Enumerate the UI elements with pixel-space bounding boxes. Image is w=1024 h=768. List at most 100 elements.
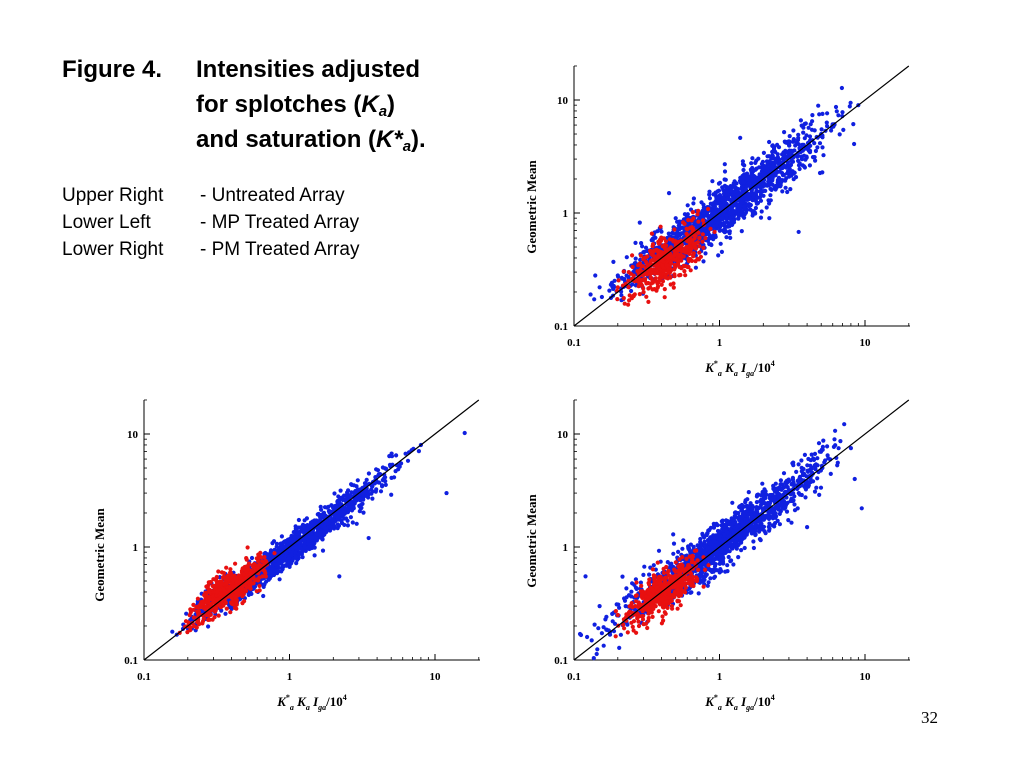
data-point-blue <box>847 104 852 109</box>
data-point-blue <box>647 572 652 577</box>
legend-position: Lower Right <box>62 239 164 260</box>
data-point-blue <box>825 124 830 129</box>
data-point-blue <box>706 580 711 585</box>
data-point-blue <box>852 141 857 147</box>
data-point-blue <box>691 196 697 201</box>
data-point-blue <box>751 539 756 544</box>
data-point-blue <box>616 602 621 607</box>
data-point-blue <box>824 120 829 125</box>
data-point-blue <box>797 166 802 172</box>
data-point-blue <box>821 153 826 158</box>
data-point-blue <box>630 282 635 287</box>
data-point-blue <box>624 255 629 260</box>
data-point-blue <box>848 100 853 105</box>
data-point-blue <box>592 622 597 627</box>
data-point-blue <box>671 551 676 556</box>
data-point-blue <box>815 456 820 461</box>
y-tick-label: 1 <box>563 208 569 220</box>
data-point-blue <box>745 497 750 502</box>
data-point-blue <box>703 251 708 256</box>
data-point-blue <box>708 576 713 581</box>
y-tick-label: 1 <box>563 542 569 554</box>
data-point-blue <box>803 495 808 500</box>
x-tick-label: 10 <box>860 337 872 349</box>
data-point-blue <box>778 482 783 487</box>
data-point-blue <box>592 297 597 302</box>
x-tick-label: 1 <box>717 337 723 349</box>
data-point-blue <box>799 123 804 128</box>
data-point-blue <box>820 145 825 150</box>
data-point-blue <box>796 132 801 137</box>
data-point-blue <box>639 241 644 246</box>
y-tick-label: 10 <box>557 95 569 107</box>
data-point-blue <box>802 164 807 169</box>
legend-row-lower-left: Lower Left - MP Treated Array <box>62 209 422 236</box>
caption-line-2-suffix: ) <box>387 91 396 118</box>
y-tick-label: 0.1 <box>554 321 568 333</box>
data-point-blue <box>596 626 601 631</box>
caption-symbol-kstar: K* <box>376 126 403 153</box>
data-point-blue <box>832 437 837 442</box>
data-point-blue <box>591 656 596 661</box>
data-point-blue <box>780 189 785 194</box>
data-point-blue <box>691 201 696 206</box>
y-tick-label: 10 <box>557 429 569 441</box>
legend-description: - Untreated Array <box>200 185 345 206</box>
data-point-blue <box>617 645 622 651</box>
data-point-blue <box>807 163 813 168</box>
data-point-blue <box>753 205 759 211</box>
data-point-blue <box>796 163 802 168</box>
data-point-blue <box>716 253 721 258</box>
data-point-blue <box>597 285 602 290</box>
data-point-blue <box>725 563 730 568</box>
panel-legend: Upper Right - Untreated Array Lower Left… <box>62 182 422 263</box>
data-point-blue <box>618 632 624 637</box>
data-point-blue <box>842 422 847 427</box>
legend-row-lower-right: Lower Right - PM Treated Array <box>62 236 422 263</box>
data-point-blue <box>796 142 801 147</box>
data-point-blue <box>794 469 799 474</box>
caption-line-1: Intensities adjusted <box>196 56 421 83</box>
caption-subscript-a-2: a <box>402 138 412 155</box>
data-point-blue <box>834 109 839 114</box>
data-point-blue <box>671 532 676 537</box>
data-point-blue <box>809 465 814 470</box>
x-tick-label: 1 <box>717 671 723 683</box>
data-point-blue <box>585 634 590 640</box>
data-point-blue <box>642 564 647 569</box>
data-point-blue <box>813 158 818 163</box>
data-point-blue <box>825 453 830 458</box>
data-point-blue <box>705 583 710 588</box>
data-point-blue <box>817 141 823 146</box>
data-point-blue <box>719 249 725 254</box>
caption-line-3-suffix: ). <box>411 126 426 153</box>
data-point-blue <box>770 149 775 154</box>
data-point-blue <box>750 156 755 161</box>
data-point-blue <box>656 548 662 553</box>
legend-position: Lower Left <box>62 212 151 233</box>
legend-row-upper-right: Upper Right - Untreated Array <box>62 182 422 209</box>
data-point-blue <box>595 647 600 652</box>
data-point-blue <box>671 541 677 546</box>
minor-ticks <box>574 65 910 326</box>
data-point-blue <box>722 169 728 174</box>
data-point-blue <box>820 170 825 175</box>
data-point-blue <box>812 489 818 494</box>
data-point-blue <box>717 180 723 185</box>
data-point-blue <box>601 625 606 630</box>
data-point-blue <box>799 465 804 470</box>
data-point-blue <box>768 193 773 198</box>
data-point-blue <box>807 134 813 139</box>
data-point-blue <box>799 458 804 463</box>
legend-description: - PM Treated Array <box>200 239 360 260</box>
data-point-blue <box>637 220 642 225</box>
data-point-blue <box>801 130 806 135</box>
data-point-blue <box>810 113 815 118</box>
data-point-blue <box>651 563 656 568</box>
data-point-blue <box>802 452 808 457</box>
data-point-blue <box>851 122 856 127</box>
data-point-blue <box>814 485 819 490</box>
data-point-blue <box>841 127 846 132</box>
data-point-blue <box>764 205 769 210</box>
caption-subscript-a: a <box>378 103 388 120</box>
